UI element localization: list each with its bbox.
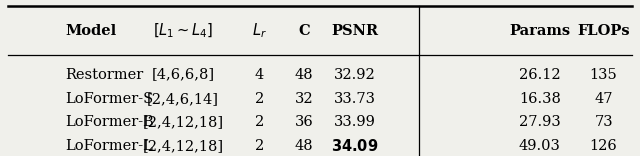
Text: 48: 48 <box>295 68 314 82</box>
Text: PSNR: PSNR <box>332 24 379 38</box>
Text: 32: 32 <box>295 92 314 106</box>
Text: 4: 4 <box>255 68 264 82</box>
Text: 2: 2 <box>255 92 264 106</box>
Text: Restormer: Restormer <box>65 68 143 82</box>
Text: 73: 73 <box>595 115 613 129</box>
Text: 135: 135 <box>589 68 618 82</box>
Text: 49.03: 49.03 <box>519 139 561 153</box>
Text: Params: Params <box>509 24 570 38</box>
Text: 26.12: 26.12 <box>519 68 561 82</box>
Text: 2: 2 <box>255 139 264 153</box>
Text: 27.93: 27.93 <box>519 115 561 129</box>
Text: LoFormer-B: LoFormer-B <box>65 115 154 129</box>
Text: 48: 48 <box>295 139 314 153</box>
Text: [2,4,12,18]: [2,4,12,18] <box>143 115 223 129</box>
Text: $[L_1 \sim L_4]$: $[L_1 \sim L_4]$ <box>153 22 213 40</box>
Text: FLOPs: FLOPs <box>577 24 630 38</box>
Text: C: C <box>298 24 310 38</box>
Text: LoFormer-S: LoFormer-S <box>65 92 154 106</box>
Text: 126: 126 <box>589 139 618 153</box>
Text: $L_r$: $L_r$ <box>252 21 267 40</box>
Text: 47: 47 <box>595 92 613 106</box>
Text: 36: 36 <box>294 115 314 129</box>
Text: [2,4,12,18]: [2,4,12,18] <box>143 139 223 153</box>
Text: LoFormer-L: LoFormer-L <box>65 139 153 153</box>
Text: Model: Model <box>65 24 116 38</box>
Text: 33.73: 33.73 <box>334 92 376 106</box>
Text: 32.92: 32.92 <box>334 68 376 82</box>
Text: 2: 2 <box>255 115 264 129</box>
Text: [2,4,6,14]: [2,4,6,14] <box>147 92 219 106</box>
Text: [4,6,6,8]: [4,6,6,8] <box>152 68 214 82</box>
Text: 16.38: 16.38 <box>519 92 561 106</box>
Text: 33.99: 33.99 <box>334 115 376 129</box>
Text: $\mathbf{34.09}$: $\mathbf{34.09}$ <box>332 138 379 154</box>
